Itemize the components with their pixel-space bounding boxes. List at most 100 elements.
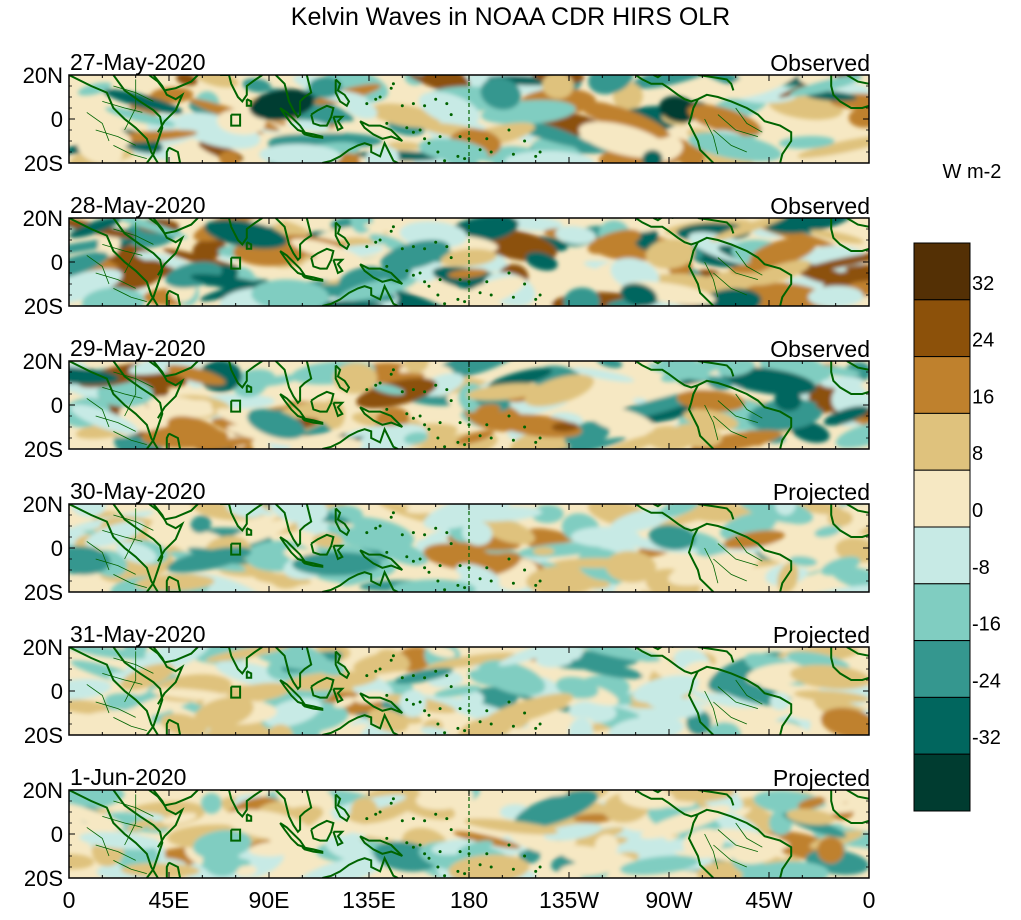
- island-dot: [405, 555, 409, 559]
- island-dot: [478, 434, 482, 438]
- island-dot: [449, 685, 453, 689]
- island-dot: [411, 245, 415, 249]
- anomaly-patch: [387, 141, 421, 151]
- y-tick-label: 20S: [24, 723, 63, 748]
- anomaly-patch: [97, 231, 121, 258]
- island-dot: [411, 273, 415, 277]
- island-dot: [423, 676, 427, 680]
- anomaly-patch: [811, 800, 869, 814]
- coastline: [165, 861, 182, 878]
- anomaly-patch: [532, 547, 555, 556]
- country-border: [102, 530, 143, 542]
- island-dot: [538, 722, 542, 726]
- island-dot: [458, 707, 462, 711]
- anomaly-patch: [808, 285, 864, 306]
- anomaly-patch: [542, 75, 574, 99]
- island-dot: [389, 86, 393, 90]
- colorbar-tick-label: 32: [972, 273, 994, 295]
- coastline: [830, 361, 869, 395]
- coastline: [846, 790, 869, 800]
- island-dot: [523, 568, 527, 572]
- island-dot: [436, 436, 440, 440]
- island-dot: [523, 282, 527, 286]
- island-dot: [365, 817, 369, 821]
- anomaly-patch: [248, 841, 301, 857]
- country-border: [113, 717, 147, 731]
- anomaly-patch: [790, 664, 869, 690]
- country-border: [95, 701, 136, 718]
- island-dot: [436, 722, 440, 726]
- island-dot: [378, 667, 382, 671]
- coastline: [274, 647, 313, 691]
- colorbar-swatch: [913, 412, 971, 471]
- coastline: [220, 790, 263, 818]
- anomaly-patch: [276, 790, 335, 814]
- island-dot: [463, 443, 467, 447]
- anomaly-patch: [404, 361, 429, 374]
- anomaly-patch: [308, 76, 343, 98]
- island-dot: [458, 564, 462, 568]
- coastline: [334, 507, 351, 537]
- coastline: [165, 432, 182, 449]
- island-dot: [456, 726, 460, 730]
- island-dot: [423, 247, 427, 251]
- colorbar-swatch: [913, 640, 971, 698]
- island-dot: [427, 713, 431, 717]
- y-tick-label: 0: [51, 393, 63, 418]
- island-dot: [463, 872, 467, 876]
- coastline: [165, 289, 182, 306]
- anomaly-patch: [587, 229, 641, 255]
- island-dot: [458, 135, 462, 139]
- island-dot: [427, 856, 431, 860]
- anomaly-blobs: [69, 504, 869, 592]
- coastline: [697, 361, 735, 377]
- island-dot: [411, 674, 415, 678]
- coastline: [652, 75, 674, 79]
- anomaly-patch: [115, 541, 157, 564]
- coastline: [687, 527, 715, 592]
- country-border: [717, 257, 759, 280]
- anomaly-patch: [108, 129, 198, 143]
- anomaly-patch: [555, 226, 597, 245]
- anomaly-patch: [620, 283, 658, 306]
- coastline: [332, 258, 345, 275]
- colorbar-swatch: [913, 356, 971, 414]
- island-dot: [538, 150, 542, 154]
- coastline: [697, 790, 735, 806]
- anomaly-patch: [303, 436, 363, 449]
- island-dot: [365, 674, 369, 678]
- anomaly-patch: [135, 251, 190, 268]
- country-border: [735, 393, 763, 419]
- anomaly-patch: [193, 75, 239, 88]
- anomaly-patch: [317, 818, 407, 841]
- anomaly-patch: [774, 389, 802, 412]
- coastline: [830, 647, 869, 681]
- coastline: [310, 390, 335, 413]
- panel-date-label: 31-May-2020: [70, 621, 206, 647]
- anomaly-patch: [176, 75, 198, 86]
- island-dot: [443, 731, 447, 735]
- island-dot: [507, 700, 511, 704]
- anomaly-patch: [369, 103, 440, 128]
- island-dot: [400, 533, 404, 537]
- anomaly-patch: [508, 828, 566, 856]
- island-dot: [434, 97, 438, 101]
- anomaly-patch: [817, 836, 845, 864]
- anomaly-patch: [296, 854, 388, 878]
- panel-3: 20N 0 20S 29-May-2020 Observed: [23, 335, 870, 462]
- coastline: [332, 401, 345, 418]
- coastline: [245, 241, 253, 250]
- coastline: [635, 504, 699, 532]
- coastlines: [69, 504, 869, 592]
- country-border: [102, 101, 143, 113]
- anomaly-patch: [99, 259, 168, 293]
- island-dot: [443, 874, 447, 878]
- island-dot: [523, 854, 527, 858]
- anomaly-patch: [288, 120, 330, 132]
- island-dot: [445, 245, 449, 249]
- coastline: [334, 78, 351, 108]
- anomaly-patch: [426, 652, 516, 669]
- coastline: [652, 361, 674, 365]
- anomaly-patch: [190, 515, 212, 534]
